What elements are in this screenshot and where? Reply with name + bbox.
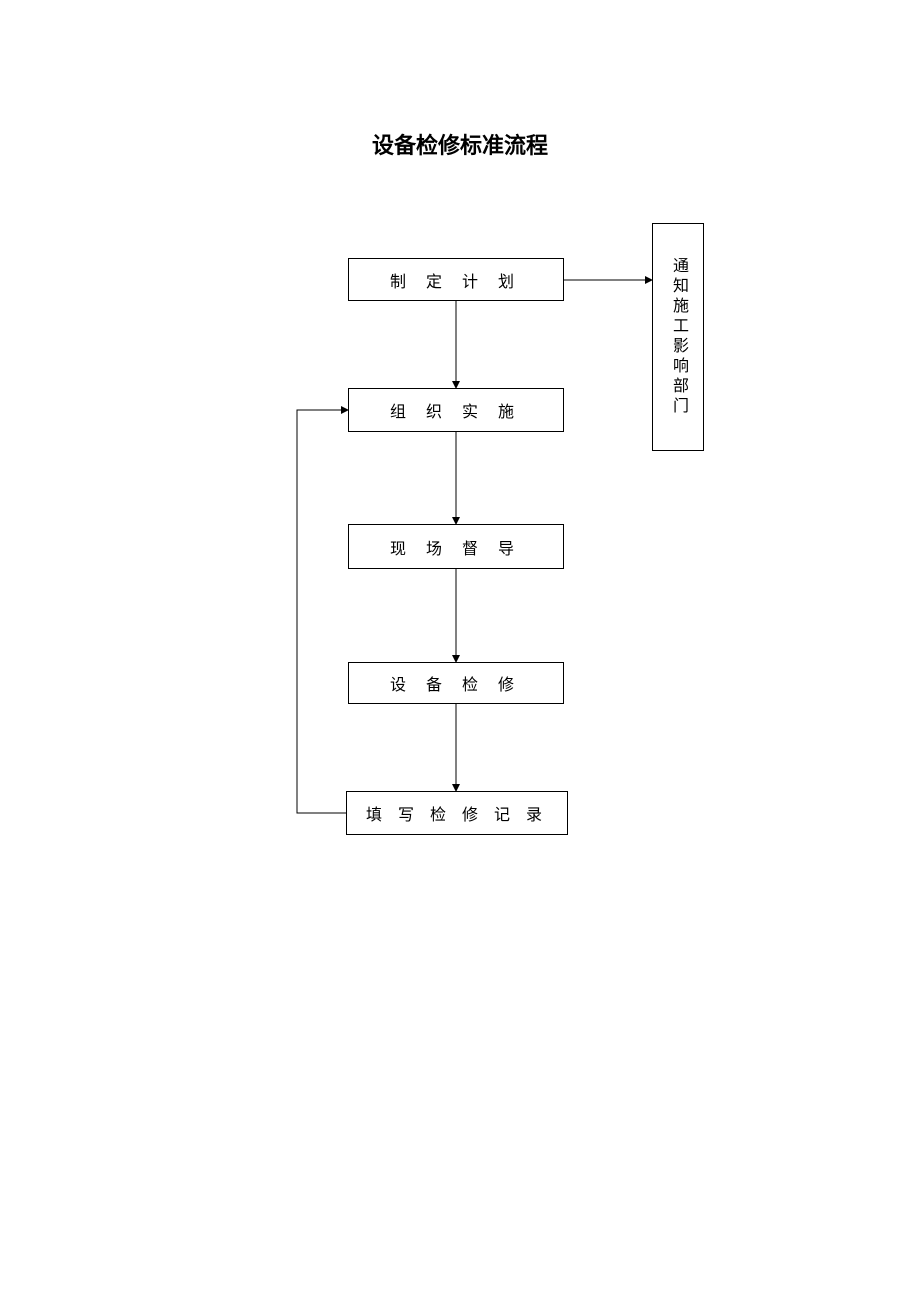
node-label-n6: 通知施工影响部门 (666, 257, 690, 417)
node-n4: 设 备 检 修 (348, 662, 564, 704)
node-n1: 制 定 计 划 (348, 258, 564, 301)
node-n2: 组 织 实 施 (348, 388, 564, 432)
flowchart-edges (0, 0, 920, 1301)
node-label-n3: 现 场 督 导 (390, 535, 522, 559)
edge-n5-n2 (297, 410, 348, 813)
node-n6: 通知施工影响部门 (652, 223, 704, 451)
node-label-n1: 制 定 计 划 (390, 268, 522, 292)
node-label-n5: 填 写 检 修 记 录 (366, 801, 548, 825)
node-label-n4: 设 备 检 修 (390, 671, 522, 695)
node-n3: 现 场 督 导 (348, 524, 564, 569)
node-label-n2: 组 织 实 施 (390, 398, 522, 422)
node-n5: 填 写 检 修 记 录 (346, 791, 568, 835)
